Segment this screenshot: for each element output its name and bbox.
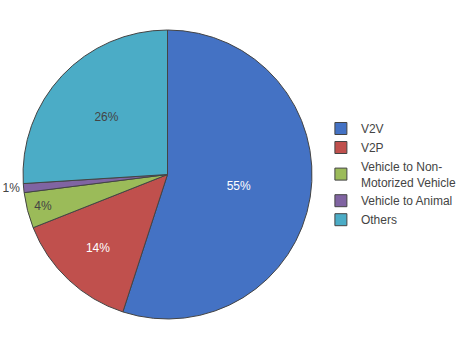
svg-text:V2V: V2V [361,122,384,136]
svg-text:55%: 55% [227,179,251,193]
svg-text:Vehicle to Non-Motorized Vehic: Vehicle to Non-Motorized Vehicle [361,160,456,190]
svg-text:4%: 4% [34,199,52,213]
svg-text:26%: 26% [94,110,118,124]
svg-text:V2P: V2P [361,141,384,155]
svg-text:Vehicle to Animal: Vehicle to Animal [361,194,452,208]
svg-text:Others: Others [361,213,397,227]
svg-text:1%: 1% [2,181,20,195]
svg-text:14%: 14% [86,241,110,255]
